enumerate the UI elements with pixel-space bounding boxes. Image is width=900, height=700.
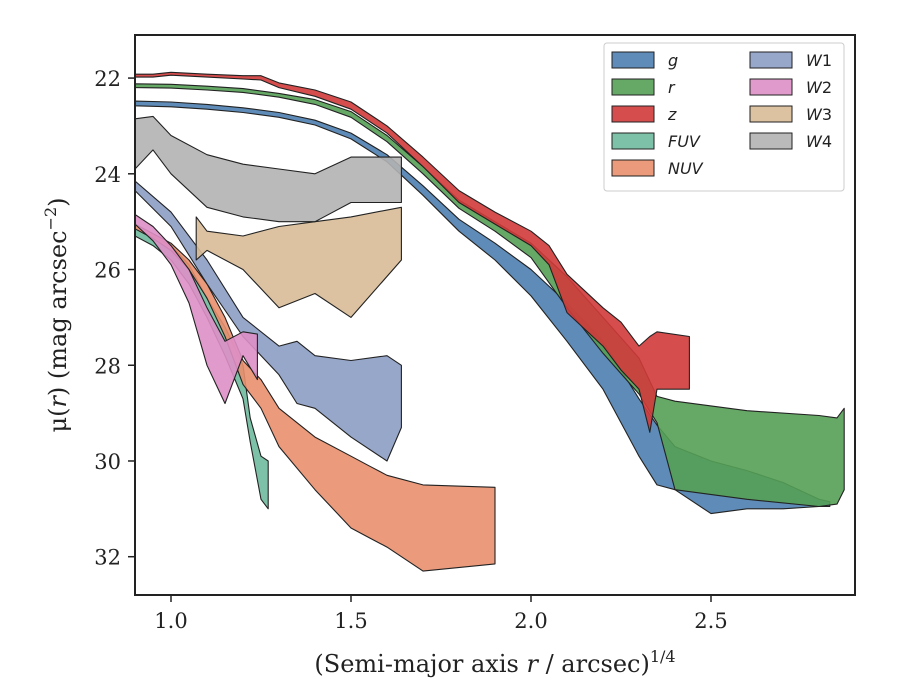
y-tick-label: 30: [94, 450, 121, 474]
y-axis-label: μ(r) (mag arcsec−2): [41, 197, 72, 432]
series-band-w2: [135, 213, 258, 405]
legend-swatch-r: [611, 78, 655, 96]
legend-label-w4: W4: [806, 132, 832, 151]
x-tick-label: 2.0: [514, 609, 547, 633]
axis-ticks: 1.0 1.5 2.0 2.5 22 24 26 28 30 32: [94, 67, 727, 633]
y-tick-label: 28: [94, 354, 121, 378]
legend-label-g: g: [668, 51, 678, 70]
plot-area: [135, 71, 845, 572]
legend-label-z: z: [667, 105, 677, 124]
legend-label-nuv: NUV: [668, 159, 704, 178]
legend-swatch-w3: [749, 105, 793, 123]
y-tick-label: 26: [94, 259, 121, 283]
legend-swatch-nuv: [611, 159, 655, 177]
legend-swatch-w1: [749, 51, 793, 69]
series-band-w3: [195, 206, 402, 318]
y-tick-label: 24: [94, 163, 121, 187]
legend-label-w3: W3: [806, 105, 832, 124]
legend-label-r: r: [668, 78, 676, 97]
series-band-w4: [135, 115, 402, 223]
legend-label-fuv: FUV: [668, 132, 701, 151]
y-tick-label: 32: [94, 546, 121, 570]
x-tick-label: 1.0: [154, 609, 187, 633]
legend-label-w1: W1: [806, 51, 832, 70]
series-band-r: [135, 83, 845, 508]
axes-frame: [134, 34, 856, 596]
legend-swatch-z: [611, 105, 655, 123]
series-band-nuv: [135, 223, 496, 572]
legend-swatch-g: [611, 51, 655, 69]
legend-swatch-fuv: [611, 132, 655, 150]
legend-swatch-w2: [749, 78, 793, 96]
legend-swatch-w4: [749, 132, 793, 150]
y-tick-label: 22: [94, 67, 121, 91]
x-axis-label: (Semi-major axis r / arcsec)1/4: [314, 647, 675, 678]
x-tick-label: 2.5: [694, 609, 727, 633]
x-tick-label: 1.5: [334, 609, 367, 633]
series-band-w1: [135, 180, 402, 462]
legend: grz FUV NUV W1 W2 W3 W4: [603, 42, 845, 192]
legend-label-w2: W2: [806, 78, 832, 97]
series-band-z: [135, 71, 690, 433]
